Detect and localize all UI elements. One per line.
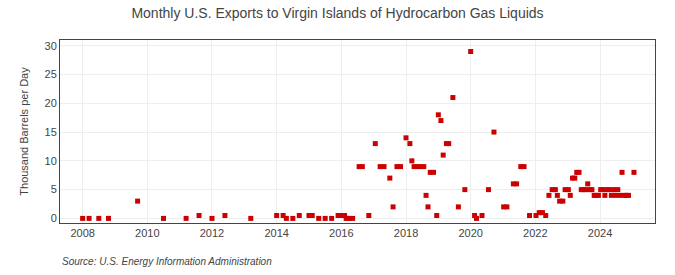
svg-text:20: 20 (45, 97, 57, 109)
svg-text:Monthly U.S. Exports to Virgin: Monthly U.S. Exports to Virgin Islands o… (131, 5, 543, 21)
svg-text:2016: 2016 (329, 227, 353, 239)
svg-text:2010: 2010 (135, 227, 159, 239)
svg-text:2018: 2018 (394, 227, 418, 239)
svg-text:2012: 2012 (200, 227, 224, 239)
svg-text:2022: 2022 (523, 227, 547, 239)
svg-text:10: 10 (45, 155, 57, 167)
svg-text:30: 30 (45, 40, 57, 52)
svg-text:2008: 2008 (70, 227, 94, 239)
svg-text:Source: U.S. Energy Informatio: Source: U.S. Energy Information Administ… (62, 256, 272, 267)
svg-text:25: 25 (45, 68, 57, 80)
svg-text:2014: 2014 (264, 227, 288, 239)
svg-text:5: 5 (51, 183, 57, 195)
svg-text:2020: 2020 (458, 227, 482, 239)
svg-text:Thousand Barrels per Day: Thousand Barrels per Day (18, 67, 30, 196)
svg-text:15: 15 (45, 126, 57, 138)
svg-text:0: 0 (51, 212, 57, 224)
svg-text:2024: 2024 (588, 227, 612, 239)
